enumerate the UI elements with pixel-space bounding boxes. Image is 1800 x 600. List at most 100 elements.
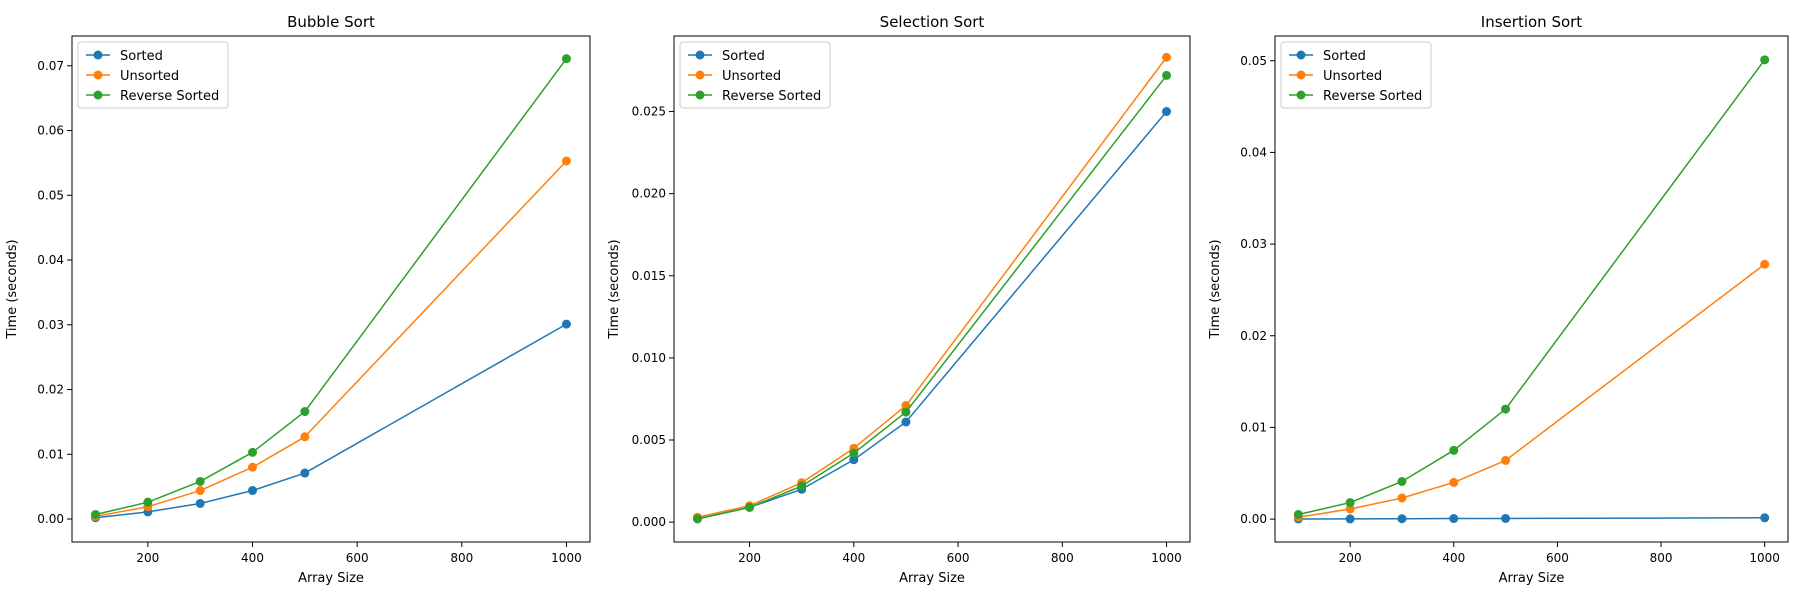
data-point: [1293, 510, 1303, 519]
data-point: [692, 514, 702, 524]
y-tick-label: 0.01: [1240, 420, 1267, 434]
y-tick-label: 0.03: [37, 318, 64, 332]
y-tick-label: 0.05: [1240, 54, 1267, 68]
data-point: [1501, 513, 1511, 523]
plot-frame: [71, 35, 591, 543]
data-point: [300, 407, 310, 417]
x-tick-label: 600: [1546, 551, 1569, 565]
legend-swatch-marker: [695, 90, 705, 100]
series-line-3: [95, 58, 568, 516]
y-axis-label: Time (seconds): [5, 239, 20, 339]
x-tick-label: 200: [1339, 551, 1362, 565]
chart-title: Selection Sort: [880, 13, 985, 31]
x-axis-label: Array Size: [298, 571, 364, 586]
data-point: [1162, 107, 1172, 117]
data-point: [745, 502, 755, 512]
x-tick-label: 800: [1051, 551, 1074, 565]
y-axis-label: Time (seconds): [607, 239, 622, 339]
legend: Sorted Unsorted Reverse Sorted: [77, 41, 229, 109]
legend-swatch-marker: [1296, 90, 1306, 100]
legend-entry-label: Unsorted: [1323, 69, 1382, 84]
series-line-2: [95, 160, 567, 518]
legend-entry-label: Sorted: [120, 49, 163, 64]
x-axis-label: Array Size: [1499, 571, 1565, 586]
series-line-3: [1298, 59, 1766, 516]
series-line-2: [697, 56, 1168, 518]
data-point: [561, 156, 571, 166]
y-tick-label: 0.00: [37, 512, 64, 526]
legend-box: [679, 41, 831, 109]
y-tick-label: 0.025: [632, 105, 666, 119]
x-tick-label: 400: [1442, 551, 1465, 565]
data-point: [91, 509, 101, 519]
legend: Sorted Unsorted Reverse Sorted: [1280, 41, 1432, 109]
data-point: [195, 498, 205, 508]
y-tick-label: 0.04: [37, 253, 64, 267]
legend-swatch-marker: [695, 70, 705, 80]
data-point: [1501, 404, 1511, 414]
chart-title: Bubble Sort: [287, 13, 375, 31]
x-tick-label: 600: [346, 551, 369, 565]
legend-swatch-marker: [93, 50, 103, 60]
data-point: [248, 462, 258, 472]
legend-swatch-marker: [1296, 70, 1306, 80]
data-point: [1397, 477, 1407, 486]
data-point: [143, 497, 153, 507]
data-point: [1162, 52, 1172, 62]
y-tick-label: 0.00: [1240, 512, 1267, 526]
x-tick-label: 800: [450, 551, 473, 565]
data-point: [901, 407, 911, 417]
x-tick-label: 200: [738, 551, 761, 565]
data-point: [1162, 70, 1172, 80]
x-tick-label: 400: [241, 551, 264, 565]
legend-swatch-marker: [1296, 50, 1306, 60]
y-tick-label: 0.01: [37, 447, 64, 461]
y-tick-label: 0.005: [632, 433, 666, 447]
series-line-1: [95, 323, 567, 519]
series-line-2: [1298, 263, 1766, 518]
y-tick-label: 0.000: [632, 515, 666, 529]
data-point: [1501, 455, 1511, 465]
chart-title: Insertion Sort: [1481, 13, 1583, 31]
data-point: [901, 401, 911, 411]
y-tick-label: 0.015: [632, 269, 666, 283]
data-point: [1345, 504, 1355, 514]
data-point: [1760, 513, 1770, 523]
data-point: [849, 448, 859, 458]
data-point: [1449, 477, 1459, 487]
data-point: [849, 455, 859, 465]
data-point: [1449, 514, 1459, 524]
plot-frame: [1274, 35, 1789, 543]
series-line-1: [1298, 517, 1765, 520]
chart-panel-3: Insertion Sort 200 400 600 800 1000 0.00 0.01 0.…: [1208, 13, 1789, 586]
data-point: [1449, 445, 1459, 455]
x-tick-label: 1000: [1749, 551, 1780, 565]
data-point: [300, 432, 310, 442]
data-point: [1397, 514, 1407, 524]
x-tick-label: 600: [947, 551, 970, 565]
data-point: [1345, 498, 1355, 508]
data-point: [1760, 259, 1770, 269]
y-tick-label: 0.04: [1240, 145, 1267, 159]
x-tick-label: 200: [136, 551, 159, 565]
data-point: [195, 486, 205, 496]
data-point: [248, 486, 258, 496]
legend-entry-label: Reverse Sorted: [722, 89, 821, 104]
legend-swatch-marker: [93, 70, 103, 80]
data-point: [1345, 514, 1355, 524]
legend-box: [77, 41, 229, 109]
data-point: [901, 417, 911, 427]
legend: Sorted Unsorted Reverse Sorted: [679, 41, 831, 109]
series-line-3: [697, 74, 1168, 520]
legend-box: [1280, 41, 1432, 109]
chart-panel-2: Selection Sort 200 400 600 800 1000 0.000 0.005…: [607, 13, 1191, 586]
y-axis-label: Time (seconds): [1208, 239, 1223, 339]
y-tick-label: 0.03: [1240, 237, 1267, 251]
y-tick-label: 0.07: [37, 59, 64, 73]
x-tick-label: 800: [1650, 551, 1673, 565]
data-point: [1760, 55, 1770, 65]
y-tick-label: 0.010: [632, 351, 666, 365]
legend-entry-label: Unsorted: [120, 69, 179, 84]
x-axis-label: Array Size: [899, 571, 965, 586]
